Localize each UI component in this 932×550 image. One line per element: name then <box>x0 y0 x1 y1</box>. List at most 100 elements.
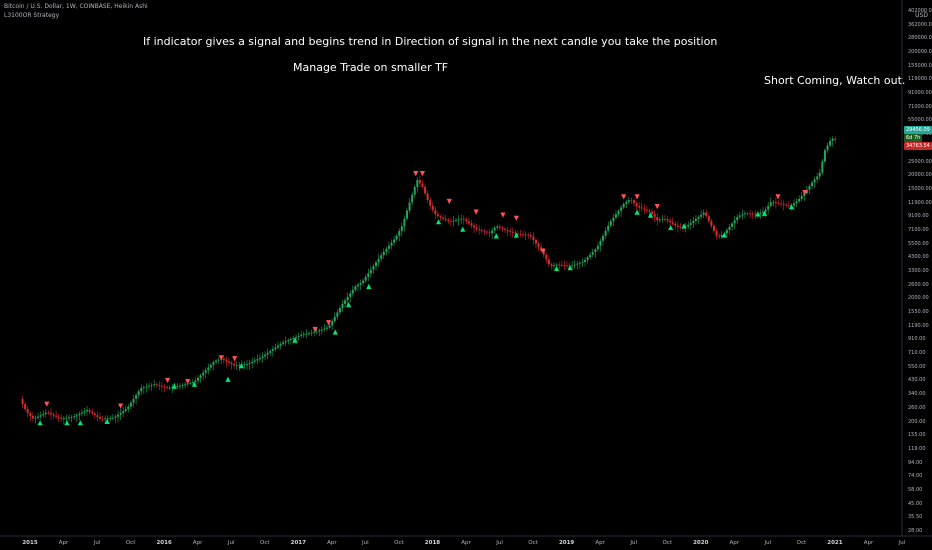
candle <box>302 331 305 339</box>
candle <box>591 248 594 258</box>
candle-body <box>279 343 282 346</box>
candle-body <box>300 334 303 336</box>
candle <box>795 198 798 208</box>
candle <box>191 378 194 385</box>
annotation-line-1: If indicator gives a signal and begins t… <box>143 35 718 48</box>
candle <box>246 359 249 370</box>
candle <box>813 176 816 188</box>
candle-body <box>246 363 249 365</box>
candle <box>522 230 525 238</box>
candle-body <box>155 384 158 385</box>
candle-body <box>96 415 99 417</box>
candle-body <box>762 211 765 213</box>
candle <box>565 260 568 269</box>
candle <box>124 405 127 413</box>
candle <box>473 222 476 234</box>
sell-signal-marker <box>185 379 191 385</box>
candle-body <box>733 220 736 224</box>
candle <box>197 374 200 384</box>
candle <box>816 173 819 184</box>
candle-body <box>163 386 166 388</box>
candle-body <box>653 214 656 218</box>
candle-body <box>635 203 638 207</box>
candle-body <box>578 262 581 264</box>
buy-signal-marker <box>37 420 43 426</box>
price-tick-label: 119000.00 <box>908 76 932 83</box>
candle-body <box>599 240 602 246</box>
candle <box>127 403 130 413</box>
candle-body <box>736 217 739 221</box>
sell-signal-marker <box>312 326 318 333</box>
candle <box>405 207 408 221</box>
candle-body <box>189 382 192 384</box>
time-tick-label: Apr <box>461 540 471 546</box>
candle <box>387 241 390 254</box>
candle <box>800 192 803 202</box>
candle <box>612 213 615 227</box>
price-tick-label: 3300.00 <box>908 268 929 274</box>
candle <box>142 385 145 394</box>
candle <box>553 262 556 270</box>
buy-signal-marker <box>366 283 372 289</box>
candle <box>560 260 563 268</box>
candle-body <box>199 375 202 378</box>
candle <box>576 260 579 270</box>
candle <box>233 360 236 370</box>
candle-body <box>114 416 117 418</box>
candle <box>754 209 757 220</box>
candle <box>589 251 592 260</box>
price-tick-label: 2000.00 <box>908 295 929 302</box>
candle <box>26 406 29 417</box>
candle-body <box>215 360 218 363</box>
candle-body <box>651 211 654 215</box>
price-tick-label: 200.00 <box>908 418 926 425</box>
candle-body <box>516 233 519 235</box>
candle <box>403 215 406 232</box>
candle <box>310 329 313 336</box>
candle <box>135 392 138 405</box>
candle <box>431 202 434 213</box>
sell-signal-marker <box>802 190 808 196</box>
candle <box>741 209 744 220</box>
candle <box>163 384 166 393</box>
candle-body <box>227 361 230 363</box>
candle-body <box>93 413 96 416</box>
candle <box>70 414 73 423</box>
sell-signal-marker <box>473 209 479 215</box>
candle-body <box>602 235 605 241</box>
price-tick-label: 200000.00 <box>908 49 932 56</box>
candle-body <box>385 248 388 252</box>
candle-body <box>411 194 414 203</box>
candle <box>323 324 326 332</box>
candle-body <box>266 352 269 355</box>
candle <box>638 202 641 212</box>
candle-body <box>39 415 42 417</box>
candle <box>184 381 187 388</box>
candle <box>792 199 795 211</box>
candle-body <box>728 226 731 231</box>
time-tick-label: Jul <box>764 540 772 546</box>
candle <box>550 262 553 270</box>
candle <box>119 408 122 421</box>
candle-body <box>34 417 37 419</box>
candle-body <box>697 216 700 219</box>
candle-body <box>625 202 628 205</box>
candle <box>596 242 599 253</box>
price-tick-label: 9100.00 <box>908 213 929 220</box>
candle <box>269 349 272 356</box>
candle-body <box>178 385 181 387</box>
candle-body <box>127 406 130 410</box>
candle-body <box>547 259 550 265</box>
candle-body <box>47 412 50 414</box>
candle-body <box>754 213 757 215</box>
candle-body <box>447 219 450 222</box>
candle-body <box>524 234 527 236</box>
candle-body <box>823 150 826 162</box>
candle-body <box>204 370 207 373</box>
candle <box>733 215 736 230</box>
candle-body <box>171 387 174 389</box>
price-tick-label: 74.00 <box>908 473 923 480</box>
candle <box>491 227 494 239</box>
